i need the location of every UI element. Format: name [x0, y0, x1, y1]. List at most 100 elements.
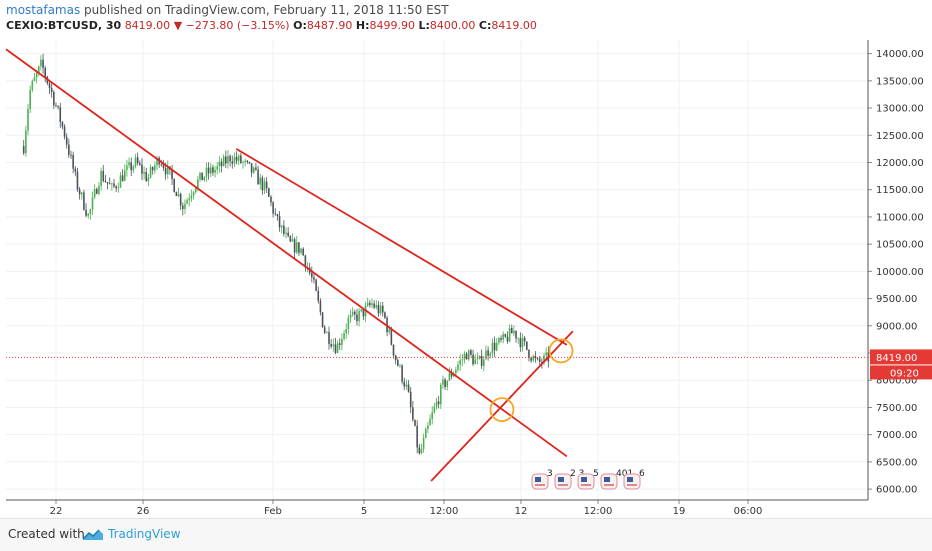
candle-down: [74, 168, 77, 172]
y-tick-label: 12000.00: [876, 158, 924, 169]
event-markers[interactable]: 3 2 3 5 401 6: [531, 469, 645, 490]
trendline-support[interactable]: [430, 330, 574, 482]
event-marker[interactable]: 5: [577, 469, 599, 490]
candle-up: [420, 448, 423, 454]
price-change: −273.80 (−3.15%): [185, 19, 290, 32]
candle-down: [313, 277, 315, 280]
candle-down: [83, 192, 85, 210]
candle-down: [85, 209, 87, 216]
candle-up: [508, 328, 511, 342]
price-chart[interactable]: 3 2 3 5 401 6 14000.00 13500.00 13000.00 12500.…: [0, 40, 932, 518]
y-tick-label: 14000.00: [876, 49, 924, 60]
candle-up: [214, 169, 216, 173]
candle-down: [65, 136, 68, 145]
candle-up: [300, 248, 302, 253]
candle-down: [42, 59, 44, 68]
y-tick-label: 9500.00: [876, 294, 917, 305]
candle-down: [317, 290, 320, 301]
candle-up: [375, 305, 378, 308]
candle-down: [437, 401, 440, 405]
candle-down: [104, 180, 107, 182]
tradingview-brand-link[interactable]: TradingView: [108, 527, 181, 541]
candle-down: [220, 161, 223, 167]
y-tick-label: 11000.00: [876, 212, 924, 223]
y-tick-label: 8000.00: [876, 376, 917, 387]
candle-down: [235, 156, 238, 161]
high-value: 8499.90: [369, 19, 415, 32]
candle-up: [351, 311, 354, 315]
flag-canton: [627, 477, 633, 482]
candle-down: [397, 360, 399, 366]
candle-down: [412, 407, 414, 420]
x-tick-label: 12:00: [430, 506, 459, 517]
candle-down: [113, 183, 115, 187]
candle-up: [252, 167, 255, 173]
candle-down: [328, 332, 330, 345]
candle-down: [444, 379, 446, 387]
candle-down: [519, 338, 522, 348]
y-tick-label: 7000.00: [876, 430, 917, 441]
candle-down: [115, 186, 117, 189]
candle-up: [489, 353, 492, 356]
event-marker[interactable]: 6: [623, 469, 645, 490]
candle-down: [293, 239, 296, 253]
event-marker[interactable]: 3: [531, 469, 553, 490]
publish-info: mostafamas published on TradingView.com,…: [6, 3, 449, 17]
candle-up: [332, 344, 335, 347]
candle-up: [476, 358, 479, 360]
candle-up: [285, 232, 287, 234]
last-price-label-box: [870, 349, 932, 365]
author-link[interactable]: mostafamas: [6, 3, 81, 17]
high-label: H:: [355, 19, 370, 32]
event-marker-label: 6: [639, 469, 645, 479]
candle-down: [121, 175, 124, 181]
candle-up: [455, 369, 457, 374]
candle-up: [495, 342, 498, 351]
candle-up: [491, 342, 494, 354]
candle-down: [72, 154, 74, 169]
candle-up: [37, 66, 40, 73]
tradingview-logo-icon: [82, 529, 103, 540]
candle-up: [227, 155, 229, 164]
candle-down: [48, 83, 51, 88]
candle-down: [173, 179, 176, 193]
candle-up: [203, 176, 206, 181]
symbol-label[interactable]: CEXIO:BTCUSD, 30: [6, 19, 122, 32]
candle-down: [523, 337, 526, 342]
candle-up: [521, 337, 524, 348]
candle-up: [280, 225, 283, 228]
candle-up: [259, 177, 262, 185]
event-marker-label: 3: [547, 469, 553, 479]
candle-down: [265, 181, 268, 189]
candle-up: [132, 166, 135, 171]
candle-up: [119, 175, 122, 188]
y-tick-label: 6000.00: [876, 485, 917, 496]
trendline-upper-resistance[interactable]: [235, 148, 568, 346]
event-marker[interactable]: 2 3: [554, 469, 584, 490]
flag-canton: [604, 477, 610, 482]
candle-up: [459, 360, 461, 365]
candle-down: [528, 349, 530, 359]
candle-up: [291, 239, 294, 242]
circle-lower-intersection[interactable]: [489, 397, 515, 423]
drawings-group[interactable]: [5, 48, 574, 482]
candle-down: [68, 144, 70, 155]
candle-down: [44, 67, 47, 77]
candle-down: [250, 163, 253, 173]
candle-up: [399, 365, 401, 367]
candle-up: [87, 213, 90, 216]
candle-down: [384, 312, 386, 318]
candle-down: [55, 105, 57, 107]
candle-down: [182, 205, 184, 209]
candle-down: [57, 105, 59, 108]
event-marker[interactable]: 401: [600, 469, 633, 490]
circle-upper-intersection[interactable]: [548, 338, 574, 364]
candle-down: [506, 336, 509, 342]
candle-down: [302, 248, 305, 256]
candle-up: [545, 352, 547, 356]
candle-up: [440, 384, 442, 405]
trendline-lower-resistance[interactable]: [5, 48, 568, 458]
candle-down: [487, 350, 489, 356]
candle-up: [517, 338, 520, 340]
candle-up: [194, 188, 197, 193]
